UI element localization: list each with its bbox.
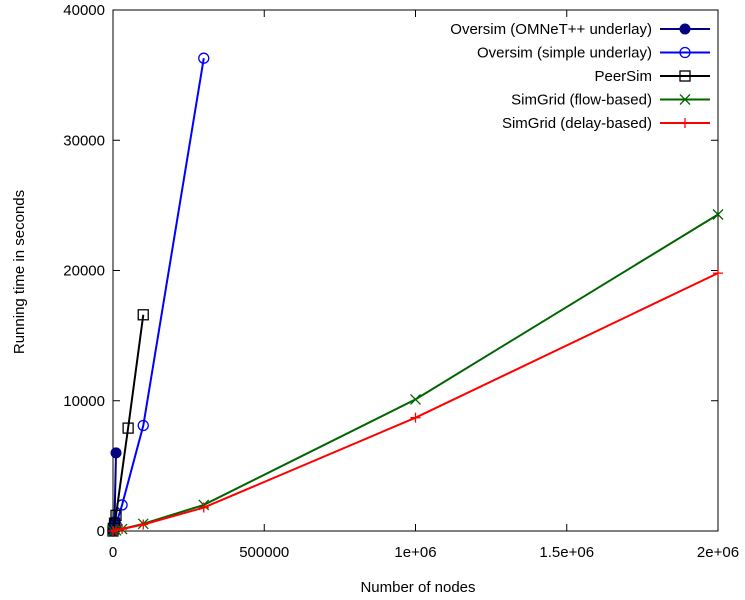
data-point <box>138 519 149 530</box>
x-tick-label: 0 <box>109 544 117 561</box>
data-point <box>198 52 210 64</box>
x-tick-label: 1e+06 <box>394 544 436 561</box>
x-tick-label: 500000 <box>239 544 289 561</box>
data-point <box>712 209 724 220</box>
x-axis-ticks: 0 500000 1e+06 1.5e+06 2e+06 <box>109 10 739 561</box>
data-point <box>410 412 421 423</box>
legend-item: SimGrid (flow-based) <box>511 92 710 109</box>
data-point <box>122 422 134 434</box>
legend-item: Oversim (OMNeT++ underlay) <box>450 21 710 38</box>
y-tick-label: 10000 <box>63 393 105 410</box>
y-axis-ticks: 0 10000 20000 30000 40000 <box>63 2 718 540</box>
y-tick-label: 40000 <box>63 2 105 19</box>
y-tick-label: 30000 <box>63 132 105 149</box>
legend-item: PeerSim <box>594 68 710 85</box>
legend-marker <box>679 46 691 59</box>
series-5 <box>108 268 723 536</box>
y-axis-label: Running time in seconds <box>11 190 28 354</box>
legend-marker <box>680 118 690 128</box>
data-point <box>111 525 122 536</box>
data-point <box>137 309 149 321</box>
data-point <box>137 419 149 432</box>
series-line <box>112 213 719 532</box>
legend-marker <box>679 23 691 35</box>
data-point <box>110 447 122 459</box>
series-line <box>112 272 719 532</box>
data-point <box>110 509 122 522</box>
legend-item: SimGrid (delay-based) <box>502 115 710 132</box>
legend-label: SimGrid (flow-based) <box>511 92 652 109</box>
y-tick-label: 0 <box>97 523 105 540</box>
series-layer <box>107 52 724 537</box>
data-point <box>410 393 421 405</box>
x-tick-label: 1.5e+06 <box>539 544 594 561</box>
y-tick-label: 20000 <box>63 263 105 280</box>
data-point <box>198 502 209 513</box>
x-tick-label: 2e+06 <box>697 544 739 561</box>
legend-label: SimGrid (delay-based) <box>502 115 652 132</box>
x-axis-label: Number of nodes <box>360 579 475 596</box>
series-line <box>112 58 205 532</box>
legend-label: Oversim (simple underlay) <box>477 45 652 62</box>
legend-marker <box>679 94 691 105</box>
legend-label: Oversim (OMNeT++ underlay) <box>450 21 652 38</box>
series-4 <box>107 209 724 537</box>
legend-item: Oversim (simple underlay) <box>477 45 710 62</box>
legend-label: PeerSim <box>594 68 652 85</box>
data-point <box>713 268 723 279</box>
data-point <box>117 524 128 535</box>
legend-marker <box>679 70 691 82</box>
legend: Oversim (OMNeT++ underlay) Oversim (simpl… <box>450 21 710 132</box>
